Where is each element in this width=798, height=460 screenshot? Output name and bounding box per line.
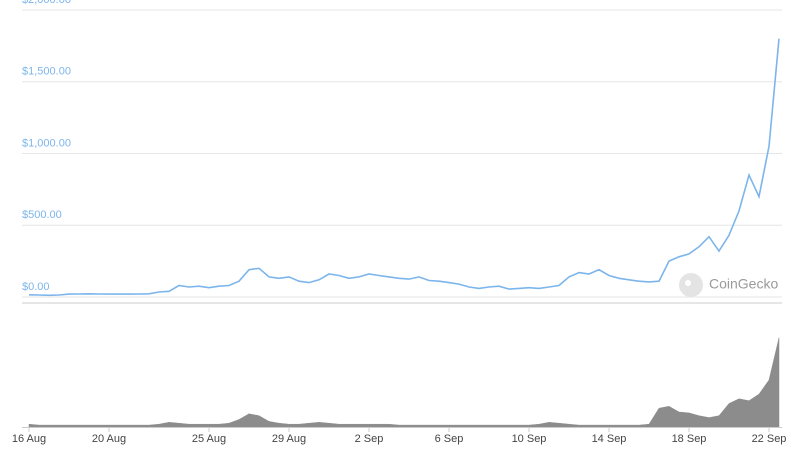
y-tick-label: $0.00 — [22, 281, 50, 293]
y-tick-label: $500.00 — [22, 209, 62, 221]
x-tick-label: 14 Sep — [592, 433, 627, 445]
watermark-text: CoinGecko — [709, 276, 778, 292]
x-tick-label: 22 Sep — [752, 433, 787, 445]
volume-area — [28, 337, 780, 428]
watermark-logo-eye — [685, 280, 691, 286]
x-tick-label: 16 Aug — [12, 433, 46, 445]
watermark-logo — [679, 273, 703, 297]
x-tick-label: 2 Sep — [355, 433, 384, 445]
price-line — [28, 38, 780, 297]
y-tick-label: $2,000.00 — [22, 0, 71, 6]
x-tick-label: 29 Aug — [272, 433, 306, 445]
x-tick-label: 20 Aug — [92, 433, 126, 445]
y-tick-label: $1,500.00 — [22, 66, 71, 78]
y-tick-label: $1,000.00 — [22, 137, 71, 149]
x-tick-label: 10 Sep — [512, 433, 547, 445]
watermark: CoinGecko — [679, 273, 778, 297]
x-tick-label: 6 Sep — [435, 433, 464, 445]
x-tick-label: 18 Sep — [672, 433, 707, 445]
x-tick-label: 25 Aug — [192, 433, 226, 445]
